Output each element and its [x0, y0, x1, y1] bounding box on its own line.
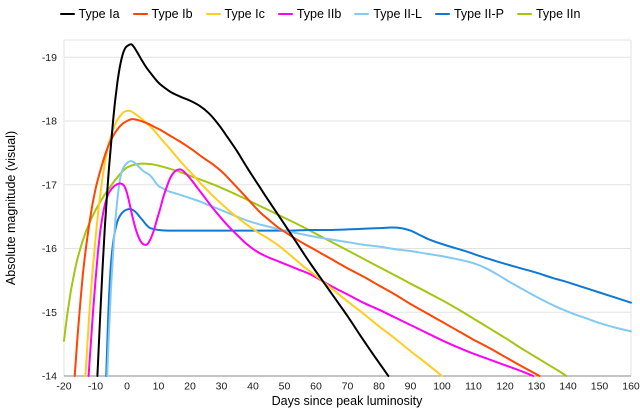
x-axis-title: Days since peak luminosity [272, 394, 424, 408]
x-tick-label: 80 [373, 381, 385, 393]
x-tick-label: 30 [216, 381, 228, 393]
legend-label: Type Ic [224, 7, 265, 21]
legend-item-type-ic: Type Ic [205, 7, 265, 21]
legend-label: Type Ib [151, 7, 193, 21]
y-tick-label: -17 [42, 179, 57, 191]
series-type-ii-p [105, 207, 632, 377]
x-tick-label: 130 [528, 381, 546, 393]
legend-item-type-iib: Type IIb [277, 7, 342, 21]
series-type-ia [96, 43, 390, 377]
x-tick-label: 90 [405, 381, 417, 393]
legend-swatch-type-ia [59, 12, 75, 16]
x-tick-label: 50 [279, 381, 291, 393]
series-type-ib [73, 118, 541, 377]
legend-swatch-type-iin [516, 12, 532, 16]
y-axis-ticks: -19 -18 -17 -16 -15 -14 [42, 52, 57, 383]
legend-item-type-ii-p: Type II-P [434, 7, 504, 21]
x-tick-label: 150 [591, 381, 609, 393]
gridlines [63, 39, 632, 377]
x-tick-label: 20 [184, 381, 196, 393]
legend-label: Type IIn [535, 7, 581, 21]
x-tick-label: -10 [88, 381, 103, 393]
legend-item-type-ii-l: Type II-L [354, 7, 422, 21]
y-axis-title: Absolute magnitude (visual) [4, 131, 18, 285]
x-tick-label: 70 [342, 381, 354, 393]
legend-item-type-ia: Type Ia [59, 7, 120, 21]
x-tick-label: -20 [56, 381, 71, 393]
legend-swatch-type-ii-p [434, 12, 450, 16]
legend-item-type-ib: Type Ib [132, 7, 193, 21]
y-tick-label: -16 [42, 243, 57, 255]
y-tick-label: -15 [42, 307, 57, 319]
legend-swatch-type-iib [277, 12, 293, 16]
y-tick-label: -19 [42, 52, 57, 64]
x-tick-label: 100 [433, 381, 451, 393]
x-tick-label: 120 [496, 381, 514, 393]
y-tick-label: -18 [42, 116, 57, 128]
x-tick-label: 140 [559, 381, 577, 393]
series-type-ii-l [106, 160, 632, 377]
series-type-iib [87, 168, 535, 377]
series-lines [63, 43, 632, 377]
x-tick-label: 40 [247, 381, 259, 393]
x-tick-label: 0 [124, 381, 130, 393]
x-tick-label: 160 [622, 381, 640, 393]
x-tick-label: 60 [310, 381, 322, 393]
legend-label: Type Ia [78, 7, 120, 21]
legend-label: Type IIb [296, 7, 342, 21]
legend-item-type-iin: Type IIn [516, 7, 581, 21]
chart-legend: Type Ia Type Ib Type Ic Type IIb Type II-L Ty… [0, 5, 640, 23]
x-tick-label: 10 [153, 381, 165, 393]
legend-label: Type II-P [453, 7, 504, 21]
x-axis-ticks: -20 -10 0 10 20 30 40 50 60 70 80 90 100 110 120 130 140… [56, 381, 640, 393]
legend-swatch-type-ic [205, 12, 221, 16]
series-type-iin [63, 162, 568, 377]
x-tick-label: 110 [465, 381, 482, 393]
series-type-ic [84, 109, 443, 377]
legend-swatch-type-ib [132, 12, 148, 16]
y-tick-label: -14 [42, 371, 57, 383]
legend-swatch-type-ii-l [354, 12, 370, 16]
legend-label: Type II-L [373, 7, 422, 21]
